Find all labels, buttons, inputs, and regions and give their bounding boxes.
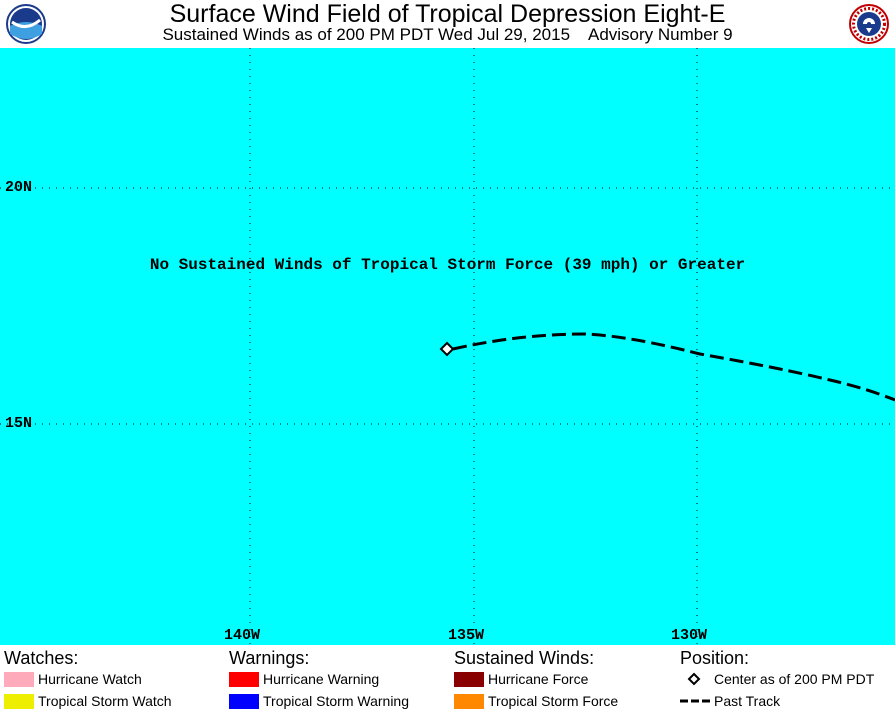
legend-heading-watches: Watches: bbox=[4, 648, 79, 668]
dashed-line-icon bbox=[680, 699, 710, 703]
legend-watches: Watches: bbox=[0, 648, 78, 668]
legend-heading-warnings: Warnings: bbox=[229, 648, 310, 668]
legend-heading-sustained-winds: Sustained Winds: bbox=[454, 648, 595, 668]
legend-label: Tropical Storm Watch bbox=[38, 693, 172, 709]
lon-label-140w: 140W bbox=[224, 627, 261, 644]
swatch-hurricane-watch bbox=[4, 672, 34, 687]
diamond-icon bbox=[687, 672, 701, 686]
national-weather-service-logo bbox=[849, 4, 889, 44]
swatch-hurricane-warning bbox=[229, 672, 259, 687]
lon-label-135w: 135W bbox=[448, 627, 485, 644]
map-title: Surface Wind Field of Tropical Depressio… bbox=[169, 0, 726, 28]
legend-position: Position: bbox=[676, 648, 749, 668]
legend-label: Tropical Storm Warning bbox=[263, 693, 410, 709]
legend-label: Hurricane Warning bbox=[263, 671, 380, 687]
legend: Watches: Hurricane Watch Tropical Storm … bbox=[0, 645, 895, 716]
legend-label: Center as of 200 PM PDT bbox=[714, 671, 875, 687]
map-graticule bbox=[0, 48, 895, 645]
legend-sustained-winds: Sustained Winds: bbox=[450, 648, 594, 668]
lat-label-15n: 15N bbox=[5, 415, 33, 432]
legend-heading-position: Position: bbox=[680, 648, 750, 668]
legend-label: Past Track bbox=[714, 693, 781, 709]
legend-label: Hurricane Watch bbox=[38, 671, 142, 687]
legend-label: Tropical Storm Force bbox=[488, 693, 619, 709]
legend-warnings: Warnings: bbox=[225, 648, 309, 668]
swatch-tropical-storm-watch bbox=[4, 694, 34, 709]
legend-label: Hurricane Force bbox=[488, 671, 589, 687]
swatch-tropical-storm-force bbox=[454, 694, 484, 709]
past-track-line bbox=[452, 332, 895, 402]
noaa-logo bbox=[6, 4, 46, 44]
center-diamond-icon bbox=[439, 341, 455, 357]
no-winds-message: No Sustained Winds of Tropical Storm For… bbox=[149, 256, 746, 274]
lon-label-130w: 130W bbox=[671, 627, 708, 644]
swatch-hurricane-force bbox=[454, 672, 484, 687]
header: Surface Wind Field of Tropical Depressio… bbox=[0, 0, 895, 48]
lat-label-20n: 20N bbox=[5, 179, 33, 196]
map-area: 20N 15N 140W 135W 130W No Sustained Wind… bbox=[0, 48, 895, 645]
map-subtitle: Sustained Winds as of 200 PM PDT Wed Jul… bbox=[162, 25, 733, 44]
swatch-tropical-storm-warning bbox=[229, 694, 259, 709]
